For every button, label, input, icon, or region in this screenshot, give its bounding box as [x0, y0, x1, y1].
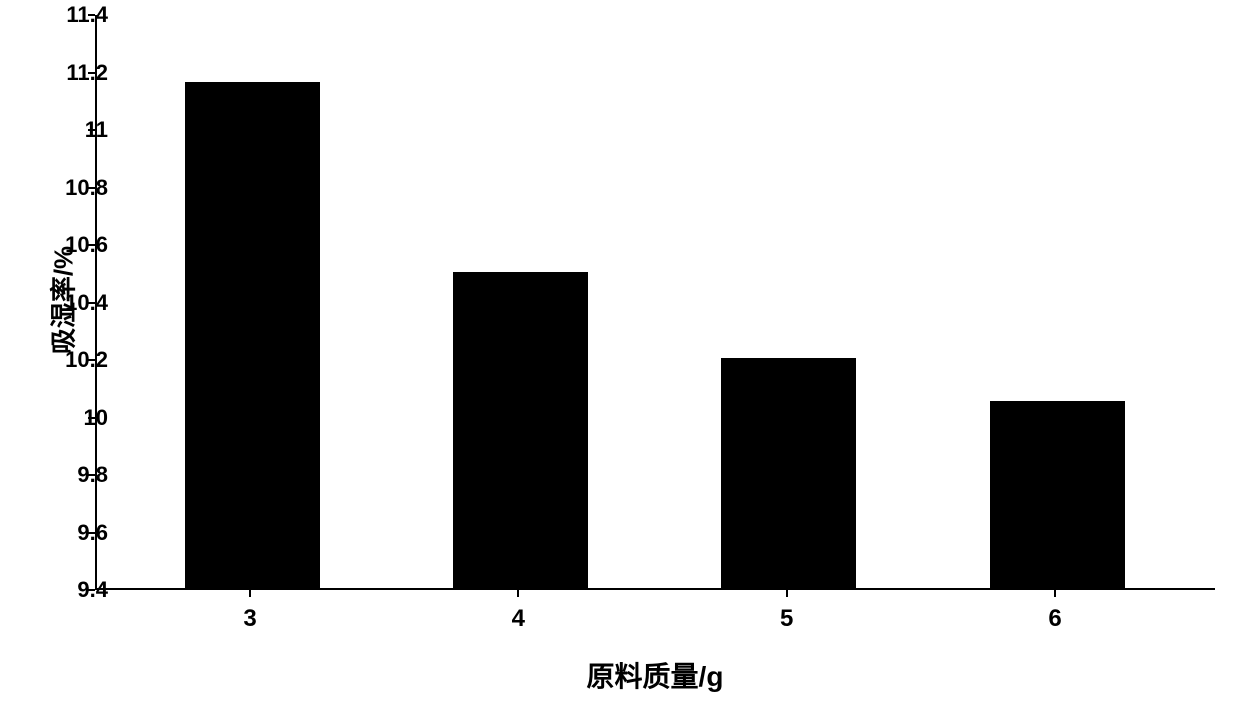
- y-tick-label: 10.4: [65, 290, 108, 316]
- x-tick-label: 5: [780, 605, 793, 633]
- bar: [721, 358, 856, 588]
- bar: [453, 272, 588, 588]
- y-tick-mark: [88, 244, 95, 246]
- bar: [990, 401, 1125, 588]
- y-tick-label: 10.2: [65, 347, 108, 373]
- x-tick-mark: [1054, 590, 1056, 597]
- x-tick-mark: [517, 590, 519, 597]
- y-tick-mark: [88, 14, 95, 16]
- y-tick-mark: [88, 129, 95, 131]
- y-tick-mark: [88, 474, 95, 476]
- y-tick-mark: [88, 532, 95, 534]
- y-tick-mark: [88, 187, 95, 189]
- y-tick-mark: [88, 589, 95, 591]
- plot-area: [95, 15, 1215, 590]
- x-tick-label: 3: [243, 605, 256, 633]
- y-tick-mark: [88, 72, 95, 74]
- chart-container: 吸湿率/% 原料质量/g 9.49.69.81010.210.410.610.8…: [0, 0, 1240, 709]
- x-axis-label: 原料质量/g: [587, 655, 724, 695]
- x-tick-mark: [249, 590, 251, 597]
- x-tick-mark: [786, 590, 788, 597]
- y-tick-label: 10.8: [65, 175, 108, 201]
- x-tick-label: 6: [1048, 605, 1061, 633]
- y-tick-label: 10.6: [65, 232, 108, 258]
- x-tick-label: 4: [512, 605, 525, 633]
- y-tick-mark: [88, 302, 95, 304]
- y-tick-mark: [88, 417, 95, 419]
- bar: [185, 82, 320, 588]
- y-tick-mark: [88, 359, 95, 361]
